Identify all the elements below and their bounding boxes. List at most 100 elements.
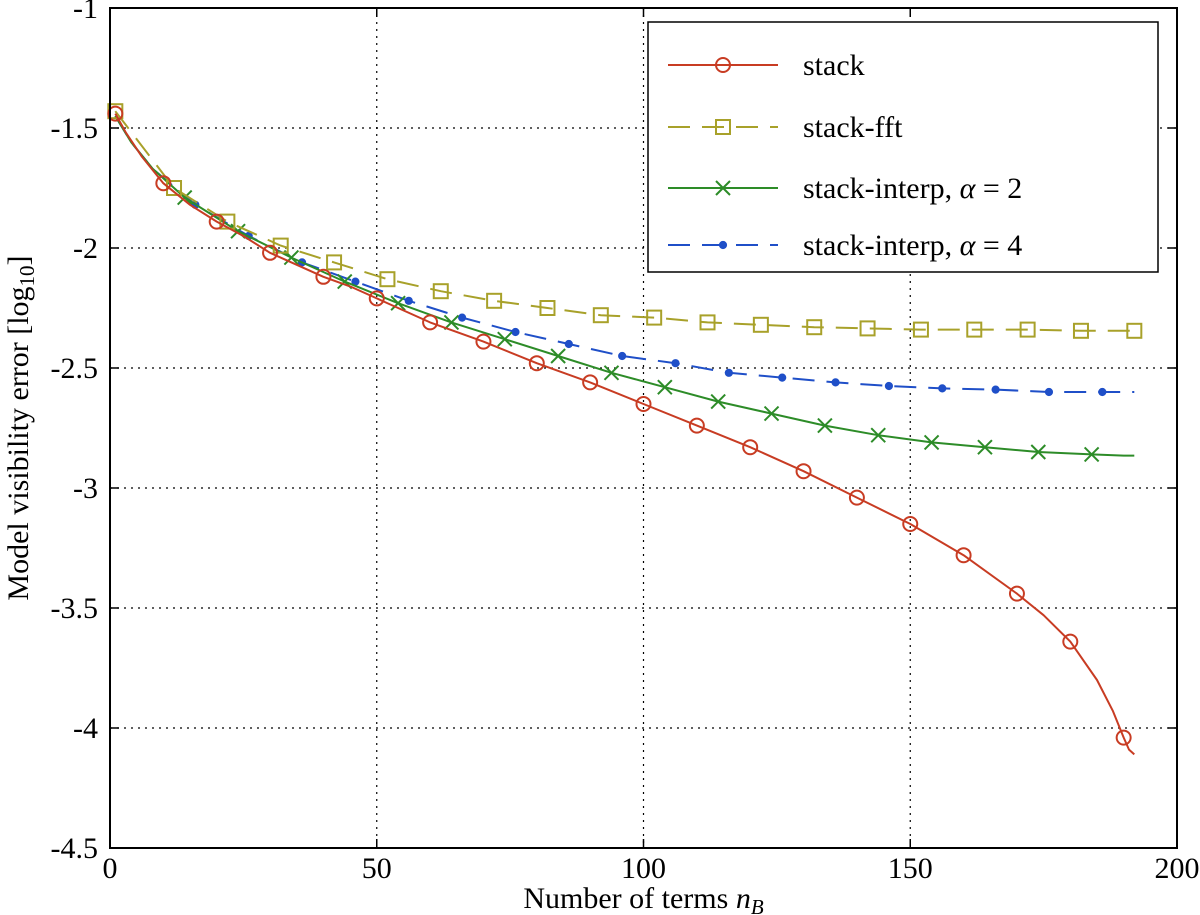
x-tick-label: 50 bbox=[362, 852, 392, 885]
data-point-0 bbox=[1062, 633, 1079, 650]
data-point-2 bbox=[763, 405, 780, 422]
data-point-0 bbox=[528, 355, 545, 372]
legend-entry-2: stack-interp, α = 2 bbox=[668, 172, 1022, 205]
data-point-0 bbox=[107, 105, 124, 122]
y-tick-label: -2.5 bbox=[51, 352, 99, 385]
data-point-0 bbox=[208, 213, 225, 230]
data-point-2 bbox=[977, 439, 993, 455]
data-point-2-stroke bbox=[817, 417, 833, 434]
data-point-2 bbox=[923, 434, 940, 451]
data-point-2 bbox=[1083, 446, 1100, 463]
y-tick-label: -1.5 bbox=[51, 112, 99, 145]
data-point-2 bbox=[497, 331, 513, 347]
x-tick-label: 100 bbox=[621, 852, 666, 885]
data-point-2 bbox=[817, 417, 833, 434]
data-point-0 bbox=[582, 374, 599, 391]
y-tick-label: -2 bbox=[73, 232, 98, 265]
x-axis-title: Number of terms nB bbox=[523, 882, 763, 915]
legend-swatch-marker-1 bbox=[715, 119, 731, 135]
data-point-2-stroke bbox=[497, 331, 513, 347]
data-point-1 bbox=[859, 320, 876, 337]
x-tick-label: 200 bbox=[1155, 852, 1200, 885]
data-point-0 bbox=[688, 417, 705, 434]
data-point-2 bbox=[1030, 444, 1046, 460]
data-point-2-stroke bbox=[283, 249, 300, 266]
data-point-2 bbox=[710, 393, 726, 410]
data-point-2-stroke bbox=[390, 295, 406, 311]
data-point-3 bbox=[618, 351, 627, 361]
data-point-0 bbox=[955, 547, 972, 564]
legend-entry-3: stack-interp, α = 4 bbox=[668, 229, 1022, 262]
data-point-1 bbox=[752, 316, 769, 333]
data-point-2-stroke bbox=[710, 393, 726, 410]
data-point-1 bbox=[806, 319, 823, 336]
data-point-0 bbox=[315, 268, 332, 285]
data-point-2-stroke bbox=[603, 365, 620, 381]
data-point-3 bbox=[1098, 387, 1107, 397]
data-point-2 bbox=[870, 427, 886, 443]
data-point-2-stroke bbox=[1083, 446, 1100, 463]
legend-swatch-marker-0 bbox=[715, 57, 731, 73]
data-point-1 bbox=[1019, 321, 1036, 338]
x-tick-label: 0 bbox=[103, 852, 118, 885]
data-point-2 bbox=[603, 365, 620, 381]
data-point-1 bbox=[1072, 322, 1089, 339]
data-point-1 bbox=[326, 254, 343, 271]
data-point-1 bbox=[966, 321, 983, 338]
data-point-2-stroke bbox=[977, 439, 993, 455]
y-tick-label: -3 bbox=[73, 472, 98, 505]
data-point-3 bbox=[831, 378, 840, 387]
data-point-0 bbox=[368, 290, 385, 307]
data-point-1 bbox=[219, 213, 236, 230]
data-point-0 bbox=[262, 244, 279, 261]
legend-swatch-marker-3 bbox=[718, 240, 728, 250]
data-point-3 bbox=[884, 381, 894, 391]
data-point-3 bbox=[511, 327, 520, 337]
data-point-2-stroke bbox=[230, 223, 246, 239]
data-point-0 bbox=[902, 516, 919, 532]
legend-label-3: stack-interp, α = 4 bbox=[803, 229, 1022, 262]
legend-swatch-marker-2 bbox=[715, 180, 731, 196]
data-point-3 bbox=[671, 359, 680, 368]
legend-swatch-marker-2-stroke bbox=[715, 180, 731, 196]
data-point-0 bbox=[1008, 585, 1025, 602]
data-point-3 bbox=[778, 373, 787, 382]
series-1 bbox=[107, 103, 1143, 339]
data-point-1 bbox=[646, 309, 663, 326]
y-tick-label: -4.5 bbox=[51, 832, 99, 865]
data-point-2-stroke bbox=[870, 427, 886, 443]
data-point-3 bbox=[991, 385, 1000, 394]
data-point-3 bbox=[564, 339, 573, 349]
data-point-3 bbox=[458, 313, 467, 322]
legend: stack stack-fft stack-interp, α = 2 stack-i… bbox=[647, 21, 1159, 273]
data-point-0 bbox=[422, 314, 439, 331]
data-point-2-stroke bbox=[550, 348, 566, 364]
data-point-3 bbox=[1044, 387, 1054, 397]
y-tick-label: -3.5 bbox=[51, 592, 99, 625]
data-point-1 bbox=[272, 237, 289, 254]
data-point-1 bbox=[432, 283, 449, 300]
data-point-1 bbox=[539, 300, 556, 316]
data-point-2-stroke bbox=[763, 405, 780, 422]
data-point-2-stroke bbox=[443, 314, 460, 331]
data-point-2-stroke bbox=[337, 273, 353, 290]
legend-entry-1: stack-fft bbox=[668, 111, 903, 144]
data-point-3 bbox=[724, 368, 733, 377]
y-tick-label: -1 bbox=[73, 0, 98, 25]
data-point-0 bbox=[155, 175, 172, 192]
axis-ticks: 0 50 100 150 200 -1 -1.5 -2 -2.5 -3 -3.5 -4 -4.5 bbox=[51, 0, 1200, 885]
data-point-0 bbox=[1115, 729, 1132, 746]
legend-label-0: stack bbox=[803, 49, 865, 82]
series-layer bbox=[107, 103, 1143, 756]
y-axis-title: Model visibility error [log10] bbox=[2, 255, 39, 600]
data-point-1 bbox=[699, 314, 716, 331]
data-point-2-stroke bbox=[176, 189, 193, 206]
data-point-0 bbox=[635, 396, 652, 412]
legend-box bbox=[647, 21, 1159, 273]
data-point-1 bbox=[486, 292, 503, 309]
legend-label-2: stack-interp, α = 2 bbox=[803, 172, 1022, 205]
data-point-3 bbox=[404, 296, 413, 305]
series-line-0 bbox=[114, 113, 1135, 756]
data-point-0 bbox=[795, 463, 812, 480]
legend-entry-0: stack bbox=[668, 49, 865, 82]
